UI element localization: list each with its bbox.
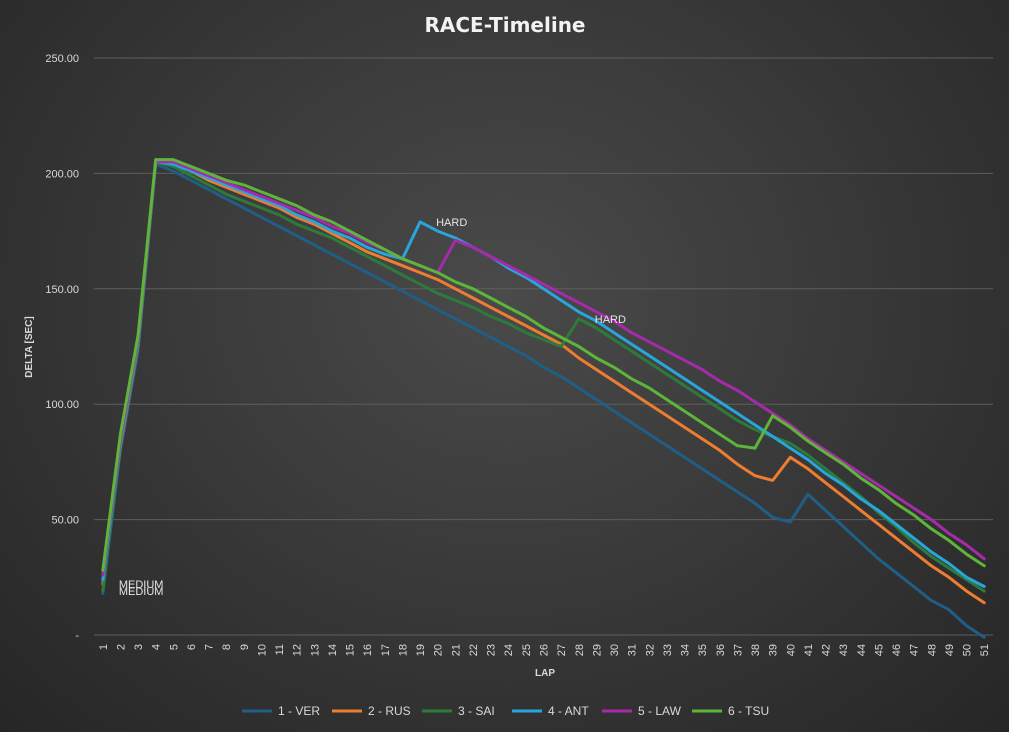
legend-item: 6 - TSU xyxy=(692,704,769,718)
x-tick-label: 20 xyxy=(433,644,445,656)
x-tick-label: 9 xyxy=(239,644,251,650)
x-tick-label: 33 xyxy=(662,644,674,656)
series-line-ver xyxy=(101,162,986,639)
x-tick-label: 12 xyxy=(292,644,304,656)
annotation-label: MEDIUM xyxy=(119,579,164,591)
legend-item: 3 - SAI xyxy=(422,704,495,718)
x-tick-label: 47 xyxy=(909,644,921,656)
x-tick-label: 23 xyxy=(486,644,498,656)
x-tick-label: 24 xyxy=(503,644,515,656)
x-tick-label: 37 xyxy=(732,644,744,656)
y-tick-label: 200.00 xyxy=(45,168,79,180)
y-axis-label: DELTA [SEC] xyxy=(24,316,35,377)
x-tick-label: 34 xyxy=(680,644,692,656)
y-tick-label: - xyxy=(75,630,79,642)
y-tick-label: 100.00 xyxy=(45,399,79,411)
series-lines xyxy=(101,158,986,639)
legend-label: 4 - ANT xyxy=(548,704,589,718)
series-line-sai xyxy=(101,160,986,593)
series-line-rus xyxy=(101,160,986,605)
x-tick-label: 40 xyxy=(785,644,797,656)
x-tick-label: 38 xyxy=(750,644,762,656)
chart-title: RACE-Timeline xyxy=(425,13,586,37)
x-tick-label: 21 xyxy=(450,644,462,656)
x-tick-label: 16 xyxy=(362,644,374,656)
x-tick-label: 27 xyxy=(556,644,568,656)
x-tick-label: 25 xyxy=(521,644,533,656)
x-tick-label: 43 xyxy=(838,644,850,656)
x-tick-label: 14 xyxy=(327,644,339,656)
x-tick-label: 41 xyxy=(803,644,815,656)
x-tick-label: 36 xyxy=(715,644,727,656)
x-tick-label: 11 xyxy=(274,644,286,655)
legend: 1 - VER 2 - RUS 3 - SAI 4 - ANT 5 - LAW 6 - T… xyxy=(242,704,769,718)
x-tick-label: 13 xyxy=(309,644,321,656)
y-tick-label: 150.00 xyxy=(45,284,79,296)
legend-label: 2 - RUS xyxy=(368,704,411,718)
x-tick-label: 31 xyxy=(627,644,639,656)
x-tick-label: 2 xyxy=(115,644,127,650)
legend-label: 1 - VER xyxy=(278,704,320,718)
annotation-label: HARD xyxy=(595,314,626,326)
legend-item: 2 - RUS xyxy=(332,704,411,718)
x-tick-label: 10 xyxy=(256,644,268,656)
x-tick-label: 17 xyxy=(380,644,392,656)
x-tick-label: 50 xyxy=(962,644,974,656)
x-tick-label: 7 xyxy=(204,644,216,650)
x-tick-label: 44 xyxy=(856,644,868,656)
x-tick-label: 19 xyxy=(415,644,427,656)
x-tick-label: 3 xyxy=(133,644,145,650)
legend-item: 5 - LAW xyxy=(602,704,682,718)
x-tick-label: 51 xyxy=(979,644,991,656)
x-tick-label: 39 xyxy=(768,644,780,656)
x-tick-label: 29 xyxy=(591,644,603,656)
x-tick-label: 4 xyxy=(151,644,163,650)
x-tick-label: 15 xyxy=(345,644,357,656)
x-tick-label: 18 xyxy=(397,644,409,656)
x-tick-label: 49 xyxy=(944,644,956,656)
x-tick-label: 6 xyxy=(186,644,198,650)
legend-item: 1 - VER xyxy=(242,704,320,718)
x-tick-label: 22 xyxy=(468,644,480,656)
x-tick-label: 30 xyxy=(609,644,621,656)
series-line-law xyxy=(101,160,986,577)
annotation-label: MEDIUM xyxy=(119,586,164,598)
x-tick-label: 45 xyxy=(873,644,885,656)
legend-label: 5 - LAW xyxy=(638,704,682,718)
x-tick-label: 5 xyxy=(168,644,180,650)
y-tick-label: 50.00 xyxy=(51,515,79,527)
x-tick-label: 42 xyxy=(821,644,833,656)
x-tick-label: 26 xyxy=(539,644,551,656)
grid xyxy=(94,57,993,636)
series-line-ant xyxy=(101,160,986,588)
x-tick-label: 8 xyxy=(221,644,233,650)
x-tick-label: 1 xyxy=(98,644,110,650)
x-tick-label: 46 xyxy=(891,644,903,656)
x-tick-label: 48 xyxy=(926,644,938,656)
y-axis-ticks: - 50.00 100.00 150.00 200.00 250.00 xyxy=(45,53,79,642)
y-tick-label: 250.00 xyxy=(45,53,79,65)
x-tick-label: 32 xyxy=(644,644,656,656)
legend-label: 3 - SAI xyxy=(458,704,495,718)
legend-item: 4 - ANT xyxy=(512,704,589,718)
x-tick-label: 28 xyxy=(574,644,586,656)
legend-label: 6 - TSU xyxy=(728,704,769,718)
annotation-label: HARD xyxy=(436,217,467,229)
series-line-tsu xyxy=(101,158,986,572)
x-axis-label: LAP xyxy=(535,668,555,679)
x-tick-label: 35 xyxy=(697,644,709,656)
x-axis-ticks: 1 2 3 4 5 6 7 8 9 10 11 12 13 14 15 16 17 18 19 20 21 22 23 24 2… xyxy=(98,644,991,656)
